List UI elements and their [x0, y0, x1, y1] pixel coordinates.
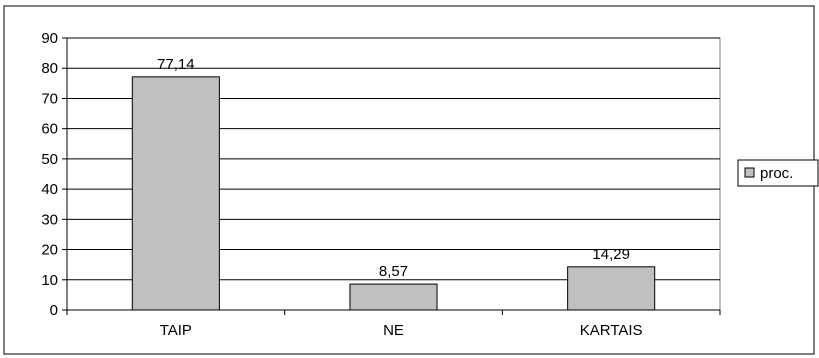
- y-tick-label: 20: [41, 242, 58, 259]
- x-tick-labels: TAIP NE KARTAIS: [160, 322, 643, 339]
- y-tick-label: 10: [41, 272, 58, 289]
- legend-swatch: [744, 167, 755, 178]
- x-tick-label: NE: [383, 322, 404, 339]
- legend-label: proc.: [760, 165, 793, 182]
- y-tick-label: 60: [41, 121, 58, 138]
- data-label: 14,29: [592, 246, 630, 263]
- y-tick-labels: 0 10 20 30 40 50 60 70 80 90: [41, 30, 58, 319]
- axes: [62, 37, 721, 315]
- y-tick-label: 80: [41, 60, 58, 77]
- y-tick-label: 50: [41, 151, 58, 168]
- legend: proc.: [737, 159, 819, 187]
- bar-taip: [131, 76, 220, 311]
- bar-ne: [349, 283, 438, 311]
- y-tick-label: 0: [50, 302, 58, 319]
- x-tick-label: KARTAIS: [580, 322, 643, 339]
- y-tick-label: 90: [41, 30, 58, 47]
- bar-kartais: [567, 266, 656, 311]
- y-tick-label: 70: [41, 90, 58, 107]
- data-label: 77,14: [157, 56, 195, 73]
- data-label: 8,57: [379, 263, 408, 280]
- x-tick-label: TAIP: [160, 322, 192, 339]
- bars: [131, 76, 656, 311]
- data-labels: 77,14 8,57 14,29: [157, 56, 630, 280]
- y-tick-label: 30: [41, 211, 58, 228]
- y-tick-label: 40: [41, 181, 58, 198]
